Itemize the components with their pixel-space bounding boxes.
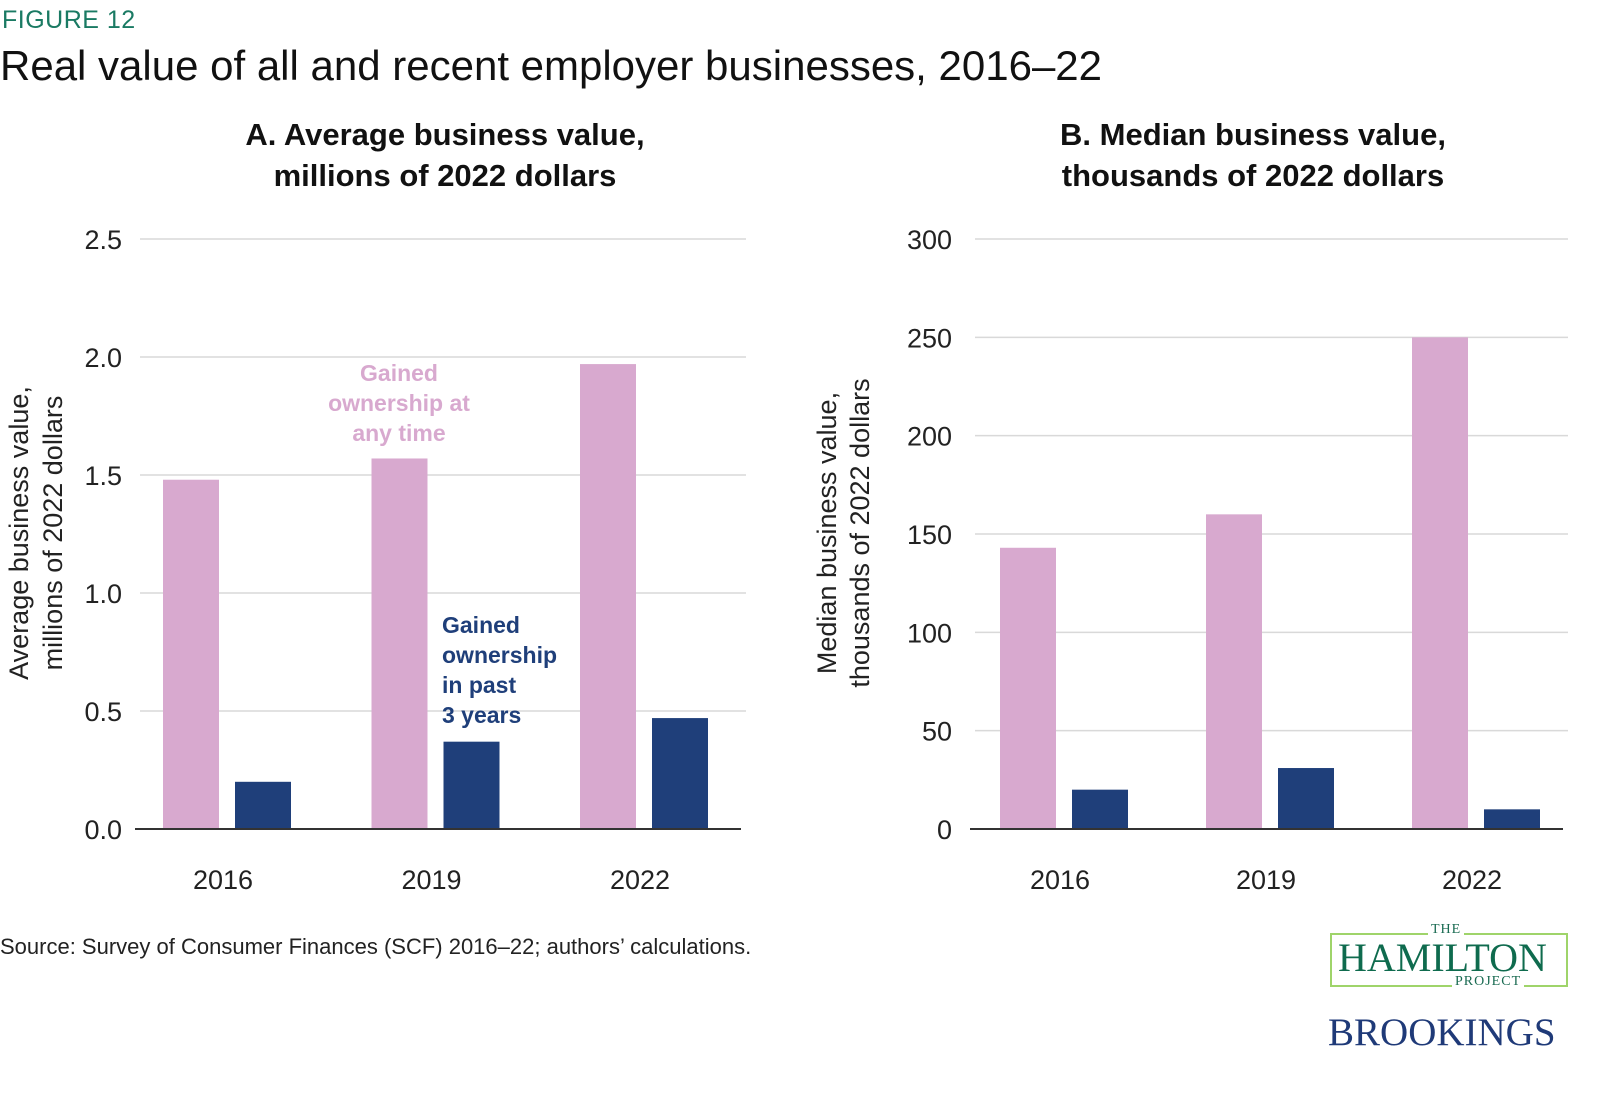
- y-axis-label: millions of 2022 dollars: [38, 396, 68, 671]
- y-tick-label: 2.0: [84, 343, 122, 373]
- series-label-gained-any-time: ownership at: [328, 390, 470, 416]
- y-tick-label: 0.0: [84, 815, 122, 845]
- series-label-gained-any-time: any time: [352, 420, 445, 446]
- y-tick-label: 300: [907, 225, 952, 255]
- y-axis-label: thousands of 2022 dollars: [845, 378, 875, 687]
- figure-title: Real value of all and recent employer bu…: [0, 42, 1103, 89]
- x-tick-label: 2022: [610, 865, 670, 895]
- bar-gained-any-time: [580, 364, 636, 829]
- hamilton-logo-project: PROJECT: [1452, 974, 1525, 990]
- series-label-gained-past-3-years: Gained: [442, 612, 520, 638]
- y-tick-label: 50: [922, 717, 952, 747]
- bar-gained-past-3-years: [652, 718, 708, 829]
- y-axis-label: Median business value,: [812, 392, 842, 674]
- series-label-gained-past-3-years: in past: [442, 672, 516, 698]
- y-axis-label: Average business value,: [4, 386, 34, 680]
- y-tick-label: 250: [907, 323, 952, 353]
- bar-gained-any-time: [1206, 514, 1262, 829]
- y-tick-label: 100: [907, 618, 952, 648]
- series-label-gained-past-3-years: 3 years: [442, 702, 521, 728]
- y-tick-label: 150: [907, 520, 952, 550]
- y-tick-label: 0.5: [84, 697, 122, 727]
- panel-a-title: A. Average business value, millions of 2…: [160, 114, 730, 196]
- x-tick-label: 2022: [1442, 865, 1502, 895]
- y-tick-label: 1.0: [84, 579, 122, 609]
- bar-gained-past-3-years: [1484, 809, 1540, 829]
- series-label-gained-past-3-years: ownership: [442, 642, 557, 668]
- brookings-logo: BROOKINGS: [1328, 1011, 1556, 1054]
- figure-label: FIGURE 12: [2, 6, 136, 34]
- panel-a-title-line1: A. Average business value,: [245, 117, 645, 152]
- y-tick-label: 2.5: [84, 225, 122, 255]
- x-tick-label: 2016: [1030, 865, 1090, 895]
- bar-gained-past-3-years: [1072, 789, 1128, 829]
- x-tick-label: 2016: [193, 865, 253, 895]
- bar-gained-any-time: [371, 458, 428, 829]
- x-tick-label: 2019: [401, 865, 461, 895]
- bar-gained-any-time: [1412, 337, 1468, 829]
- bar-gained-any-time: [163, 479, 219, 829]
- y-tick-label: 200: [907, 422, 952, 452]
- hamilton-logo-the: THE: [1428, 922, 1465, 938]
- y-tick-label: 1.5: [84, 461, 122, 491]
- bar-gained-past-3-years: [235, 781, 291, 829]
- x-tick-label: 2019: [1236, 865, 1296, 895]
- hamilton-logo-name: HAMILTON: [1338, 935, 1547, 980]
- y-tick-label: 0: [937, 815, 952, 845]
- panel-b-title-line2: thousands of 2022 dollars: [1061, 158, 1445, 193]
- bar-gained-past-3-years: [1278, 768, 1334, 829]
- bar-gained-any-time: [1000, 547, 1056, 829]
- bar-gained-past-3-years: [443, 741, 500, 829]
- panel-a-title-line2: millions of 2022 dollars: [273, 158, 617, 193]
- source-note: Source: Survey of Consumer Finances (SCF…: [0, 934, 752, 959]
- panel-b-title-line1: B. Median business value,: [1060, 117, 1446, 152]
- series-label-gained-any-time: Gained: [360, 360, 438, 386]
- panel-b-title: B. Median business value, thousands of 2…: [968, 114, 1538, 196]
